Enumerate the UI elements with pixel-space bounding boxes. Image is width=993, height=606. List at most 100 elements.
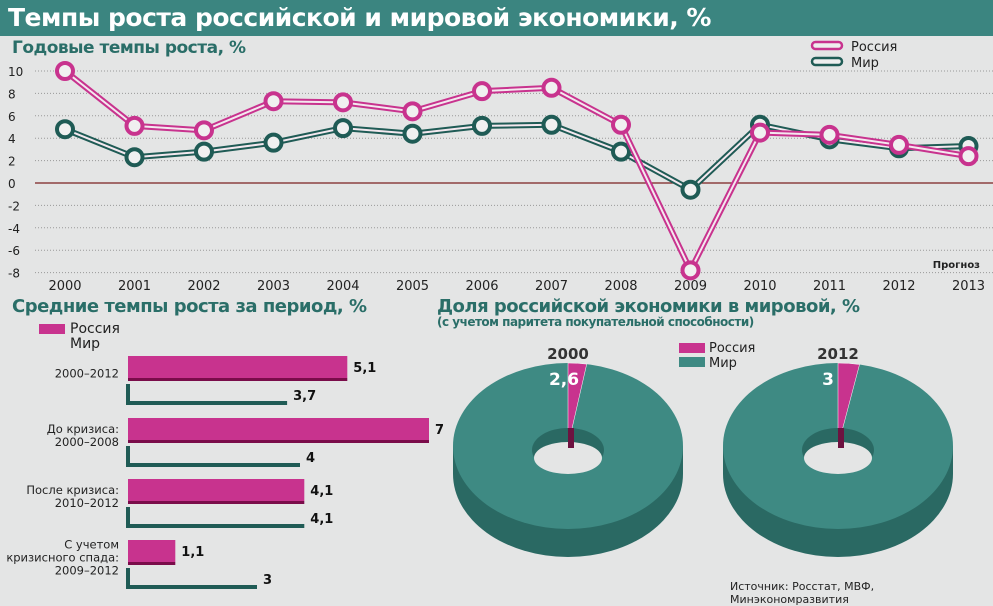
bar-value-label: 1,1	[181, 545, 204, 560]
legend-swatch	[810, 40, 844, 51]
category-label: 2000–2008	[55, 435, 119, 449]
data-point	[402, 101, 423, 122]
legend-label: Мир	[709, 356, 737, 371]
legend-swatch	[810, 56, 844, 67]
forecast-label: Прогноз	[933, 260, 980, 271]
legend-swatch-russia	[679, 343, 705, 353]
x-tick-label: 2011	[813, 279, 846, 294]
bar-world	[126, 507, 305, 528]
bar-russia	[128, 540, 176, 562]
x-tick-label: 2009	[674, 279, 707, 294]
x-tick-label: 2000	[48, 279, 81, 294]
data-point	[263, 91, 284, 112]
bar-russia	[128, 418, 429, 440]
x-tick-label: 2001	[118, 279, 151, 294]
bar-value-label: 4	[306, 451, 315, 466]
y-tick-label: -6	[8, 244, 20, 258]
y-tick-label: 4	[8, 132, 16, 146]
legend-label: Россия	[851, 40, 897, 55]
series-line-inner	[64, 70, 969, 273]
legend-swatch-russia	[39, 324, 65, 334]
bar-value-label: 4,1	[310, 512, 333, 527]
bar-russia	[128, 356, 348, 378]
series-line-russia	[63, 68, 969, 278]
bar-value-label: 4,1	[310, 484, 333, 499]
x-tick-label: 2003	[257, 279, 290, 294]
data-point	[958, 146, 979, 167]
x-tick-label: 2012	[882, 279, 915, 294]
data-point	[541, 114, 562, 135]
bar-russia	[128, 479, 305, 501]
donut-hole	[804, 442, 872, 474]
category-label: кризисного спада:	[6, 551, 119, 565]
pie-chart-subtitle: (с учетом паритета покупательной способн…	[437, 315, 754, 329]
pie-value-label: 3	[822, 370, 834, 390]
pie-year-label: 2000	[547, 345, 589, 363]
y-tick-label: -8	[8, 267, 20, 281]
data-point	[55, 119, 75, 140]
y-tick-label: 10	[8, 65, 23, 79]
data-point	[680, 260, 701, 281]
x-tick-label: 2007	[535, 279, 568, 294]
bar-russia-shadow	[128, 501, 305, 504]
data-point	[611, 114, 631, 135]
data-point	[194, 120, 214, 141]
category-label: После кризиса:	[26, 483, 119, 497]
x-tick-label: 2013	[952, 279, 985, 294]
data-point	[611, 141, 631, 162]
data-point	[472, 115, 492, 136]
data-point	[124, 147, 145, 168]
donut-hole	[534, 442, 602, 474]
data-point	[333, 118, 353, 139]
data-point	[55, 61, 75, 81]
category-label: До кризиса:	[47, 422, 119, 436]
data-point	[124, 115, 145, 136]
category-label: 2000–2012	[55, 367, 119, 381]
data-point	[680, 179, 701, 200]
x-tick-label: 2006	[465, 279, 498, 294]
y-tick-label: 2	[8, 155, 16, 169]
bar-russia-shadow	[128, 378, 348, 381]
y-tick-label: 0	[8, 177, 16, 191]
y-tick-label: 8	[8, 87, 16, 101]
legend-label: Россия	[709, 341, 755, 356]
y-tick-label: -2	[8, 199, 20, 213]
bar-world	[126, 568, 257, 589]
bar-chart-title: Средние темпы роста за период, %	[12, 296, 367, 317]
x-tick-label: 2004	[326, 279, 359, 294]
x-tick-label: 2002	[187, 279, 220, 294]
data-point	[541, 77, 562, 98]
data-point	[263, 132, 284, 153]
data-point	[819, 124, 840, 145]
donut-russia-inner-edge	[838, 428, 844, 448]
legend-label: Мир	[70, 336, 100, 352]
category-label: С учетом	[64, 538, 119, 552]
category-label: 2009–2012	[55, 564, 119, 578]
bar-world	[126, 384, 288, 405]
bar-world	[126, 446, 300, 467]
y-tick-label: -4	[8, 222, 20, 236]
line-chart-title: Годовые темпы роста, %	[12, 38, 246, 58]
infographic-title: Темпы роста российской и мировой экономи…	[0, 0, 993, 36]
bar-value-label: 3	[263, 573, 272, 588]
category-label: 2010–2012	[55, 496, 119, 510]
data-point	[750, 122, 770, 143]
pie-chart-title: Доля российской экономики в мировой, %	[437, 296, 860, 317]
x-tick-label: 2010	[743, 279, 776, 294]
data-point	[194, 141, 214, 162]
donut-russia-inner-edge	[568, 428, 574, 448]
bar-value-label: 5,1	[353, 361, 376, 376]
legend-swatch-world	[679, 357, 705, 367]
donut-slice-russia	[837, 362, 860, 447]
y-tick-label: 6	[8, 110, 16, 124]
data-point	[889, 134, 909, 155]
legend-label: Россия	[70, 321, 120, 337]
donut-slice-russia	[567, 362, 588, 447]
legend-label: Мир	[851, 56, 879, 71]
x-tick-label: 2005	[396, 279, 429, 294]
x-tick-label: 2008	[604, 279, 637, 294]
pie-year-label: 2012	[817, 345, 859, 363]
pie-value-label: 2,6	[549, 370, 579, 390]
data-point	[333, 92, 353, 113]
